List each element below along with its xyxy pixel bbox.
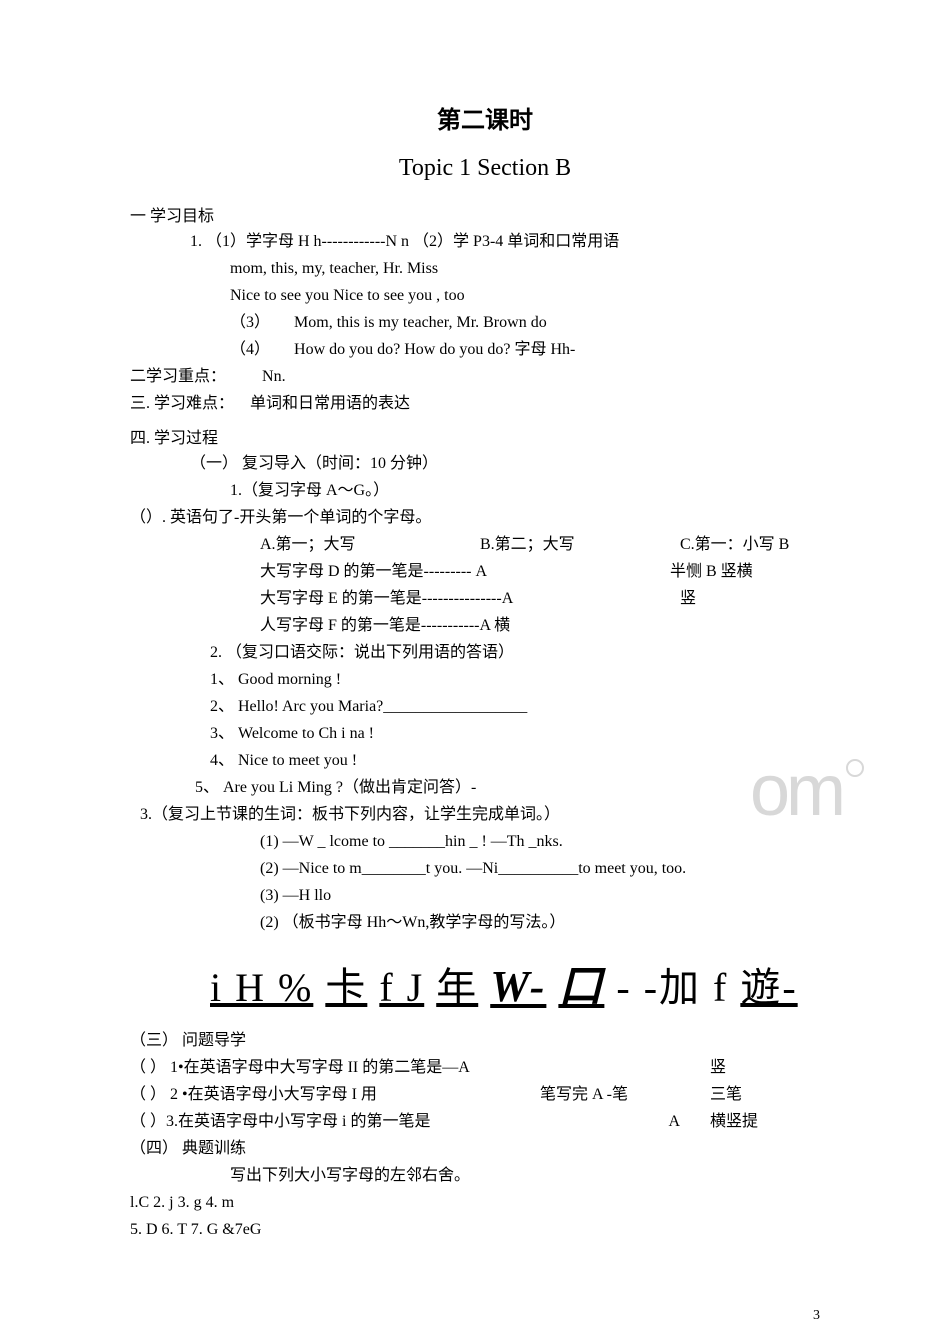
item2-3: 3、 Welcome to Ch i na ! <box>130 722 840 746</box>
item3-label: （3） <box>230 314 270 331</box>
sub3-q3b: A <box>540 1110 710 1134</box>
item3-3: (3) —H llo <box>130 884 840 908</box>
item3-2: (2) —Nice to m________t you. —Ni________… <box>130 857 840 881</box>
sub3-q1c: 竖 <box>710 1056 810 1080</box>
q1-line2b: 半恻 B 竖横 <box>670 560 753 584</box>
sub3-q1a: （ ） 1•在英语字母中大写字母 II 的第二笔是—A <box>130 1056 540 1080</box>
q1-line3a: 大写字母 E 的第一笔是---------------A <box>260 587 660 611</box>
watermark-text: om <box>750 751 842 831</box>
section-2-row: 二学习重点： Nn. <box>130 365 840 389</box>
section-1-item3-row: （3） Mom, this is my teacher, Mr. Brown d… <box>130 311 840 335</box>
sub4-header: （四） 典题训练 <box>130 1137 840 1161</box>
lesson-title: 第二课时 <box>130 100 840 135</box>
section-1-phrase: Nice to see you Nice to see you , too <box>130 284 840 308</box>
section-4-sub1-1: 1.（复习字母 A〜G。） <box>130 479 840 503</box>
q1-line2a: 大写字母 D 的第一笔是--------- A <box>260 560 650 584</box>
q1-options-row: A.第一；大写 B.第二；大写 C.第一：小写 B <box>130 533 840 557</box>
q1-line2: 大写字母 D 的第一笔是--------- A 半恻 B 竖横 <box>130 560 840 584</box>
letters-p6: 口 <box>558 962 604 1011</box>
topic-title: Topic 1 Section B <box>130 155 840 182</box>
q1-line3: 大写字母 E 的第一笔是---------------A 竖 <box>130 587 840 611</box>
item2-1: 1、 Good morning ! <box>130 668 840 692</box>
sub3-q3c: 横竖提 <box>710 1110 810 1134</box>
sub4-row2: 5. D 6. T 7. G &7eG <box>130 1218 840 1242</box>
letters-p2: 卡 <box>325 965 367 1010</box>
handwriting-letters: i H % 卡 f J 年 W- 口 - -加 f 遊- <box>130 950 840 1014</box>
sub4-row1: l.C 2. j 3. g 4. m <box>130 1191 840 1215</box>
section-1-item1: 1. （1）学字母 H h------------N n （2）学 P3-4 单… <box>130 230 840 254</box>
section-3-header: 三. 学习难点： <box>130 395 234 412</box>
item3-1: (1) —W _ lcome to _______hin _ ! —Th _nk… <box>130 830 840 854</box>
letters-p8: 遊- <box>740 965 797 1010</box>
section-1-item4-row: （4） How do you do? How do you do? 字母 Hh- <box>130 338 840 362</box>
section-2-header: 二学习重点： <box>130 368 226 385</box>
letters-p5: W- <box>490 962 546 1011</box>
item2-2: 2、 Hello! Arc you Maria?________________… <box>130 695 840 719</box>
q1-optC: C.第一：小写 B <box>680 533 789 557</box>
q1-optB: B.第二；大写 <box>480 533 660 557</box>
letters-p4: 年 <box>436 965 478 1010</box>
item4-text: How do you do? How do you do? 字母 Hh- <box>294 341 575 358</box>
sub3-q1: （ ） 1•在英语字母中大写字母 II 的第二笔是—A 竖 <box>130 1056 840 1080</box>
q1-stem: （）. 英语句了-开头第一个单词的个字母。 <box>130 506 840 530</box>
item3-4: (2) （板书字母 Hh〜Wn,教学字母的写法。） <box>130 911 840 935</box>
q1-line4: 人写字母 F 的第一笔是-----------A 横 <box>130 614 840 638</box>
section-4-header: 四. 学习过程 <box>130 424 840 448</box>
sub3-q2c: 三笔 <box>710 1083 810 1107</box>
watermark-om: om <box>750 750 860 832</box>
sub3-q2b: 笔写完 A -笔 <box>540 1083 710 1107</box>
sub4-instruction: 写出下列大小写字母的左邻右舍。 <box>130 1164 840 1188</box>
letters-p7: - -加 f <box>616 965 740 1010</box>
section-3-row: 三. 学习难点： 单词和日常用语的表达 <box>130 392 840 416</box>
section-1-vocab: mom, this, my, teacher, Hr. Miss <box>130 257 840 281</box>
item2-header: 2. （复习口语交际：说出下列用语的答语） <box>130 641 840 665</box>
section-1-header: 一 学习目标 <box>130 202 840 226</box>
item4-label: （4） <box>230 341 270 358</box>
sub3-q2a: （ ） 2 •在英语字母小大写字母 I 用 <box>130 1083 540 1107</box>
sub3-q3: （ ）3.在英语字母中小写字母 i 的第一笔是 A 横竖提 <box>130 1110 840 1134</box>
section-3-content: 单词和日常用语的表达 <box>250 395 410 412</box>
item2-5: 5、 Are you Li Ming ?（做出肯定问答）- <box>130 776 840 800</box>
sub3-q3a: （ ）3.在英语字母中小写字母 i 的第一笔是 <box>130 1110 540 1134</box>
page-number: 3 <box>813 1308 820 1324</box>
q1-optA: A.第一；大写 <box>260 533 460 557</box>
letters-p3: f J <box>379 965 424 1010</box>
item2-4: 4、 Nice to meet you ! <box>130 749 840 773</box>
section-4-sub1: （一） 复习导入（时间：10 分钟） <box>130 452 840 476</box>
item3-text: Mom, this is my teacher, Mr. Brown do <box>294 314 547 331</box>
watermark-circle-icon <box>846 759 864 777</box>
item3-header: 3.（复习上节课的生词：板书下列内容，让学生完成单词。） <box>130 803 840 827</box>
sub3-q2: （ ） 2 •在英语字母小大写字母 I 用 笔写完 A -笔 三笔 <box>130 1083 840 1107</box>
sub3-header: （三） 问题导学 <box>130 1029 840 1053</box>
section-2-content: Nn. <box>262 368 286 385</box>
letters-p1: i H % <box>210 965 313 1010</box>
q1-line3b: 竖 <box>680 587 696 611</box>
sub3-q1b <box>540 1056 710 1080</box>
